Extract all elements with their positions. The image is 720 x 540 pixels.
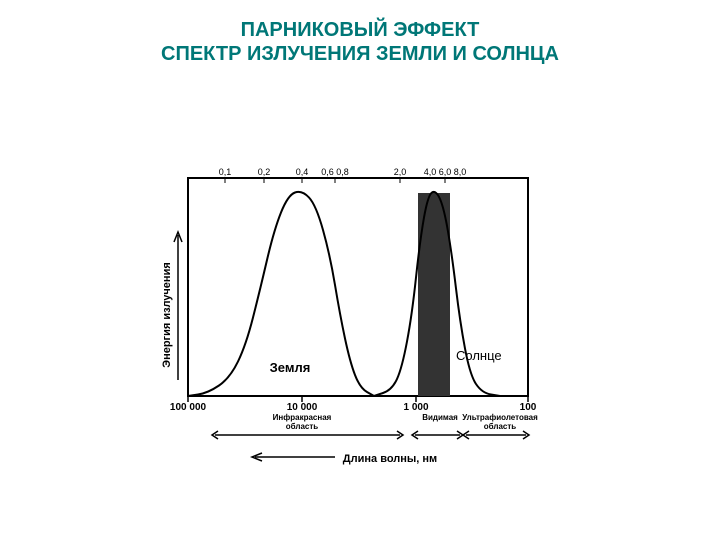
svg-text:4,0 6,0 8,0: 4,0 6,0 8,0 [424,167,467,177]
chart-frame [188,178,528,396]
x-axis-label: Длина волны, нм [343,453,437,465]
spectrum-chart: 0,1 0,2 0,4 0,6 0,8 2,0 4,0 6,0 8,0 100 000 1… [140,150,580,480]
svg-text:0,1: 0,1 [219,167,232,177]
x-tick-2: 1 000 [403,402,428,413]
x-tick-3: 100 [520,402,537,413]
svg-text:2,0: 2,0 [394,167,407,177]
title-line-2: СПЕКТР ИЗЛУЧЕНИЯ ЗЕМЛИ И СОЛНЦА [0,42,720,66]
svg-text:0,6 0,8: 0,6 0,8 [321,167,349,177]
slide-title: ПАРНИКОВЫЙ ЭФФЕКТ СПЕКТР ИЗЛУЧЕНИЯ ЗЕМЛИ… [0,0,720,66]
x-tick-1: 10 000 [287,402,318,413]
svg-text:0,4: 0,4 [296,167,309,177]
title-line-1: ПАРНИКОВЫЙ ЭФФЕКТ [0,18,720,42]
earth-label: Земля [270,360,311,375]
top-axis-labels: 0,1 0,2 0,4 0,6 0,8 2,0 4,0 6,0 8,0 [219,167,467,177]
y-axis-label: Энергия излучения [161,262,173,368]
svg-text:0,2: 0,2 [258,167,271,177]
region-infrared-2: область [286,422,319,431]
region-arrows [212,431,529,439]
region-uv: Ультрафиолетовая [462,413,538,422]
sun-label: Солнце [456,348,502,363]
x-tick-0: 100 000 [170,402,207,413]
region-infrared: Инфракрасная [273,413,332,422]
x-axis-arrow [252,453,335,461]
y-axis-arrow [174,232,182,380]
region-uv-2: область [484,422,517,431]
region-visible: Видимая [422,413,458,422]
